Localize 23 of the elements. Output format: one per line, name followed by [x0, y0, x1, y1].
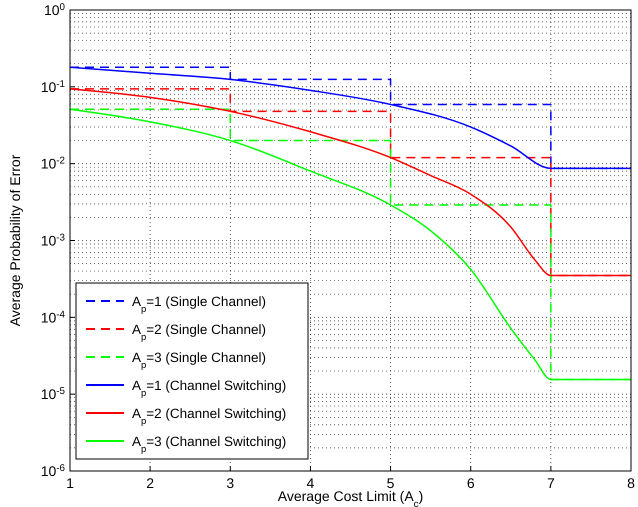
- legend-label: A$_{p}$=3 (Single Channel): [132, 350, 266, 370]
- y-tick-label: 10$^{-5}$: [40, 386, 66, 402]
- y-tick-label: 10$^{-4}$: [40, 308, 66, 326]
- x-tick-label: 7: [546, 475, 555, 491]
- x-tick-label: 4: [306, 475, 315, 491]
- x-tick-label: 1: [66, 475, 74, 491]
- y-tick-label: 10$^{-1}$: [40, 78, 65, 95]
- y-tick-label: 10$^{-6}$: [40, 462, 66, 479]
- legend-label: A$_{p}$=2 (Single Channel): [132, 322, 266, 342]
- y-tick-label: 10$^{-2}$: [40, 155, 65, 172]
- x-tick-label: 5: [386, 475, 395, 491]
- y-tick-label: 10$^{0}$: [44, 2, 66, 18]
- x-tick-label: 6: [466, 475, 475, 491]
- legend-label: A$_{p}$=3 (Channel Switching): [132, 434, 286, 454]
- legend-label: A$_{p}$=1 (Channel Switching): [132, 378, 286, 398]
- x-tick-label: 3: [226, 475, 234, 491]
- legend-label: A$_{p}$=2 (Channel Switching): [132, 406, 286, 426]
- x-axis-title: Average Cost Limit (A$_{c}$): [278, 488, 424, 507]
- x-tick-label: 8: [627, 475, 636, 491]
- y-tick-label: 10$^{-3}$: [40, 232, 66, 248]
- legend-label: A$_{p}$=1 (Single Channel): [132, 294, 266, 314]
- x-tick-label: 2: [146, 475, 154, 491]
- y-axis-title: Average Probability of Error: [7, 154, 23, 326]
